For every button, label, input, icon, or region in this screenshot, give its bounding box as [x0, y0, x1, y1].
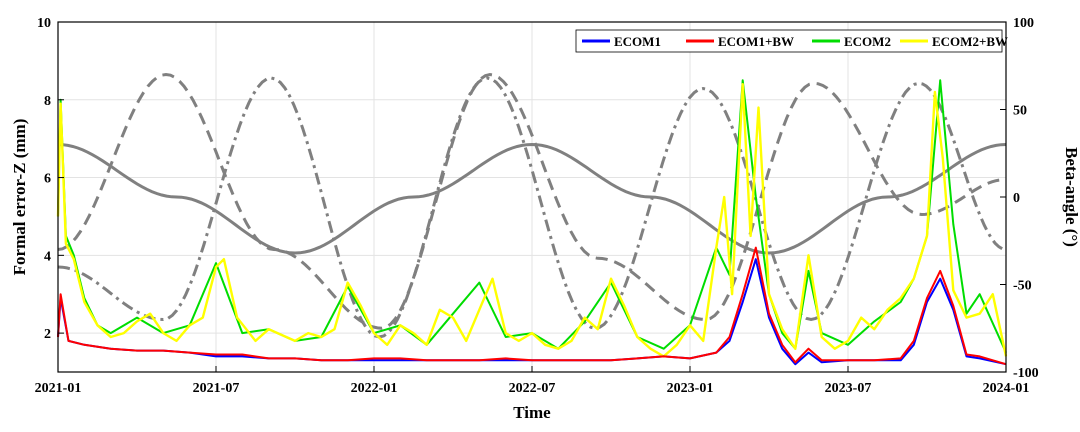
- series-line-beta-dashed: [57, 72, 1007, 330]
- y-axis-label-left: Formal error-Z (mm): [10, 119, 29, 276]
- y-tick-label-left: 4: [44, 249, 51, 264]
- series-line-beta-solid: [57, 142, 1007, 255]
- y-tick-label-left: 8: [44, 94, 51, 109]
- series-line-ecom1-bw: [57, 246, 1007, 366]
- series-line-ecom2-bw: [56, 83, 1008, 358]
- x-tick-label: 2021-07: [193, 381, 240, 396]
- legend-box: [575, 29, 1003, 53]
- y-tick-label-right: 0: [1013, 191, 1020, 206]
- legend-label-ecom2: ECOM2: [844, 34, 891, 49]
- x-tick-label: 2023-07: [825, 381, 872, 396]
- y-tick-label-right: 50: [1013, 104, 1027, 119]
- legend-label-ecom1-bw: ECOM1+BW: [718, 34, 794, 49]
- x-tick-label: 2024-01: [983, 381, 1030, 396]
- x-tick-label: 2022-01: [351, 381, 398, 396]
- legend: ECOM1 ECOM1+BW ECOM2 ECOM2+BW: [575, 29, 1008, 53]
- legend-label-ecom2-bw: ECOM2+BW: [932, 34, 1008, 49]
- formal-error-lines: [56, 79, 1008, 366]
- x-tick-label: 2022-07: [509, 381, 556, 396]
- axis-ticks: 2021-01 2021-07 2022-01 2022-07 2023-01 2023-…: [35, 16, 1039, 396]
- y-tick-label-right: -50: [1013, 279, 1032, 294]
- y-tick-label-left: 10: [37, 16, 51, 31]
- y-tick-label-left: 2: [44, 327, 51, 342]
- y-tick-label-right: -100: [1013, 366, 1039, 381]
- series-line-beta-dashdot: [57, 76, 1007, 339]
- x-axis-label: Time: [513, 403, 551, 422]
- beta-angle-lines: [57, 72, 1007, 339]
- y-tick-label-right: 100: [1013, 16, 1034, 31]
- series-line-ecom2: [57, 79, 1007, 354]
- legend-label-ecom1: ECOM1: [614, 34, 661, 49]
- y-axis-label-right: Beta-angle (°): [1062, 147, 1080, 247]
- x-tick-label: 2023-01: [667, 381, 714, 396]
- y-tick-label-left: 6: [44, 172, 51, 187]
- x-tick-label: 2021-01: [35, 381, 82, 396]
